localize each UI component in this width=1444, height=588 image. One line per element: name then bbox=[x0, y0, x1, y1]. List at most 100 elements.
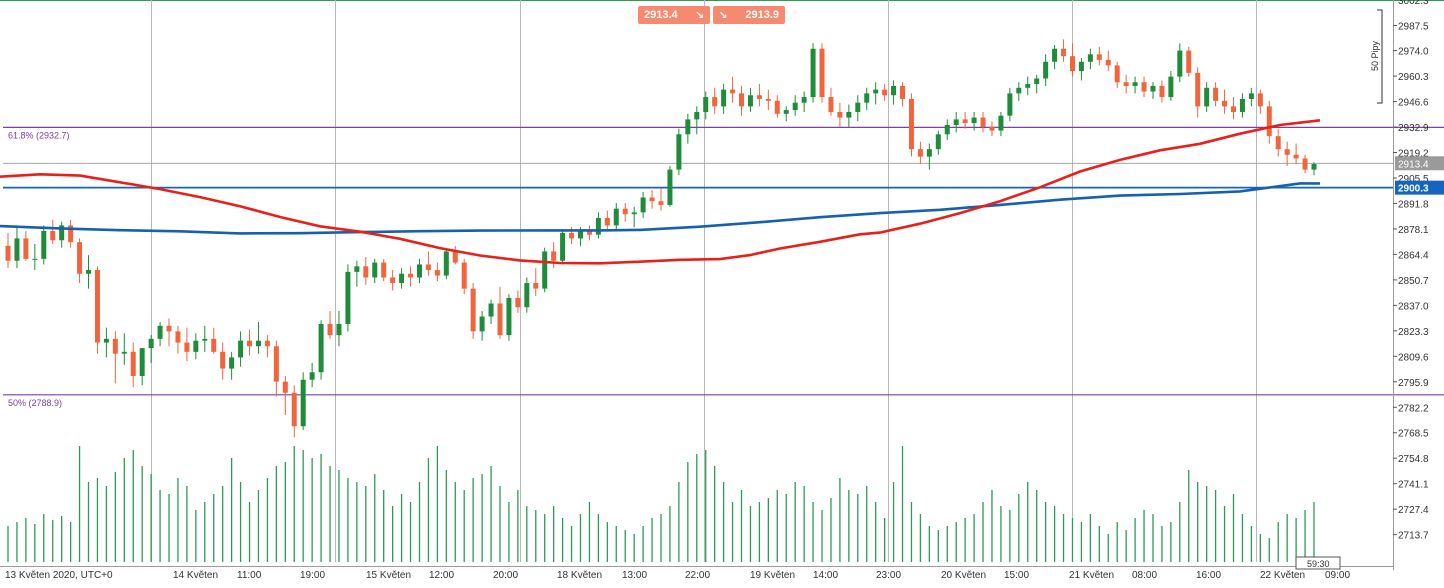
level-price-tag bbox=[1395, 180, 1444, 195]
candle-body bbox=[595, 217, 601, 235]
candle-body bbox=[41, 230, 47, 259]
candle-body bbox=[77, 242, 83, 274]
candle-body bbox=[1159, 85, 1165, 98]
candle-body bbox=[703, 97, 709, 112]
candle-body bbox=[828, 97, 834, 112]
candle-body bbox=[569, 232, 575, 239]
level-layer: 61.8% (2932.7) 50% (2788.9) bbox=[3, 126, 1444, 408]
x-tick-label: 15:00 bbox=[1004, 570, 1029, 581]
current-price-tag-label: 2913.4 bbox=[1398, 159, 1429, 170]
candle-body bbox=[139, 348, 145, 377]
candle-body bbox=[1016, 87, 1022, 94]
candle-body bbox=[631, 212, 637, 215]
candle-body bbox=[676, 134, 682, 170]
y-tick-label: 2837.0 bbox=[1398, 301, 1429, 312]
candle-body bbox=[184, 342, 190, 352]
candle-body bbox=[1186, 50, 1192, 73]
candle-body bbox=[935, 134, 941, 150]
y-tick-label: 2946.6 bbox=[1398, 98, 1429, 109]
candle-body bbox=[488, 303, 494, 317]
candle-body bbox=[1141, 82, 1147, 92]
y-tick-label: 2713.7 bbox=[1398, 531, 1429, 542]
candle-body bbox=[264, 340, 270, 347]
candle-body bbox=[1096, 54, 1102, 60]
candle-body bbox=[148, 338, 154, 349]
y-tick-label: 2878.1 bbox=[1398, 225, 1429, 236]
scale-bracket bbox=[1377, 9, 1383, 104]
candle-body bbox=[1061, 48, 1067, 57]
y-tick-label: 2795.9 bbox=[1398, 378, 1429, 389]
x-tick-label: 13 Květen 2020, UTC+0 bbox=[5, 570, 113, 581]
x-tick-label: 16:00 bbox=[1196, 570, 1221, 581]
candle-body bbox=[1025, 84, 1031, 88]
moving-average-layer bbox=[0, 119, 1321, 265]
candle-body bbox=[273, 346, 279, 382]
candle-body bbox=[103, 338, 109, 343]
scale-label: 50 Pipy bbox=[1370, 40, 1380, 71]
candle-body bbox=[721, 89, 727, 107]
candle-body bbox=[622, 208, 628, 215]
x-tick-label: 20 Květen bbox=[941, 570, 986, 581]
candle-body bbox=[434, 270, 440, 276]
x-tick-label: 15 Květen bbox=[366, 570, 411, 581]
fib-level-label: 61.8% (2932.7) bbox=[8, 130, 70, 140]
level-price-tag-label: 2900.3 bbox=[1398, 184, 1429, 195]
candle-body bbox=[1302, 158, 1308, 170]
candle-body bbox=[452, 251, 458, 263]
y-tick-label: 2823.3 bbox=[1398, 327, 1429, 338]
y-tick-label: 2809.6 bbox=[1398, 352, 1429, 363]
candle-body bbox=[783, 110, 789, 114]
candle-body bbox=[247, 340, 253, 347]
candle-body bbox=[962, 119, 968, 124]
candle-body bbox=[399, 273, 405, 284]
candle-body bbox=[363, 266, 369, 278]
candle-body bbox=[381, 262, 387, 278]
y-tick-label: 2864.4 bbox=[1398, 250, 1429, 261]
candle-body bbox=[112, 338, 118, 354]
candle-body bbox=[515, 297, 521, 308]
candle-body bbox=[1114, 65, 1120, 83]
x-tick-label: 12:00 bbox=[429, 570, 454, 581]
candle-body bbox=[1293, 154, 1299, 159]
candle-body bbox=[327, 323, 333, 336]
candle-body bbox=[792, 102, 798, 111]
candle-body bbox=[479, 316, 485, 332]
x-tick-label: 13:00 bbox=[622, 570, 647, 581]
candle-body bbox=[747, 95, 753, 107]
candle-body bbox=[819, 48, 825, 98]
bid-quote-box[interactable]: 2913.4 ↘ bbox=[638, 6, 710, 24]
x-tick-label: 19:00 bbox=[300, 570, 325, 581]
candle-body bbox=[1087, 54, 1093, 62]
y-tick-label: 2768.5 bbox=[1398, 429, 1429, 440]
candle-body bbox=[810, 48, 816, 98]
y-tick-label: 2987.5 bbox=[1398, 22, 1429, 33]
candle-body bbox=[560, 232, 566, 261]
candle-body bbox=[318, 323, 324, 373]
candle-body bbox=[837, 111, 843, 118]
y-tick-label: 2974.0 bbox=[1398, 47, 1429, 58]
x-tick-label: 20:00 bbox=[493, 570, 518, 581]
candle-body bbox=[1248, 93, 1254, 99]
bid-quote-value: 2913.4 bbox=[644, 9, 678, 21]
candle-body bbox=[1069, 56, 1075, 72]
x-tick-label: 19 Květen bbox=[750, 570, 795, 581]
candle-body bbox=[1177, 50, 1183, 77]
candle-body bbox=[1078, 61, 1084, 72]
y-tick-label: 2905.5 bbox=[1398, 174, 1429, 185]
candle-body bbox=[855, 102, 861, 112]
candle-body bbox=[229, 357, 235, 369]
candle-body bbox=[1266, 106, 1272, 137]
candle-body bbox=[1052, 48, 1058, 62]
candle-body bbox=[739, 93, 745, 107]
candle-body bbox=[50, 230, 56, 241]
candle-body bbox=[506, 297, 512, 336]
candle-body bbox=[1150, 85, 1156, 92]
candle-body bbox=[551, 251, 557, 261]
candle-body bbox=[1257, 93, 1263, 107]
ask-quote-box[interactable]: ↘ 2913.9 bbox=[713, 6, 785, 24]
bid-down-arrow-icon: ↘ bbox=[695, 9, 704, 21]
candle-body bbox=[900, 85, 906, 99]
candle-body bbox=[1123, 82, 1129, 86]
x-tick-label: 22 Květen bbox=[1260, 570, 1305, 581]
